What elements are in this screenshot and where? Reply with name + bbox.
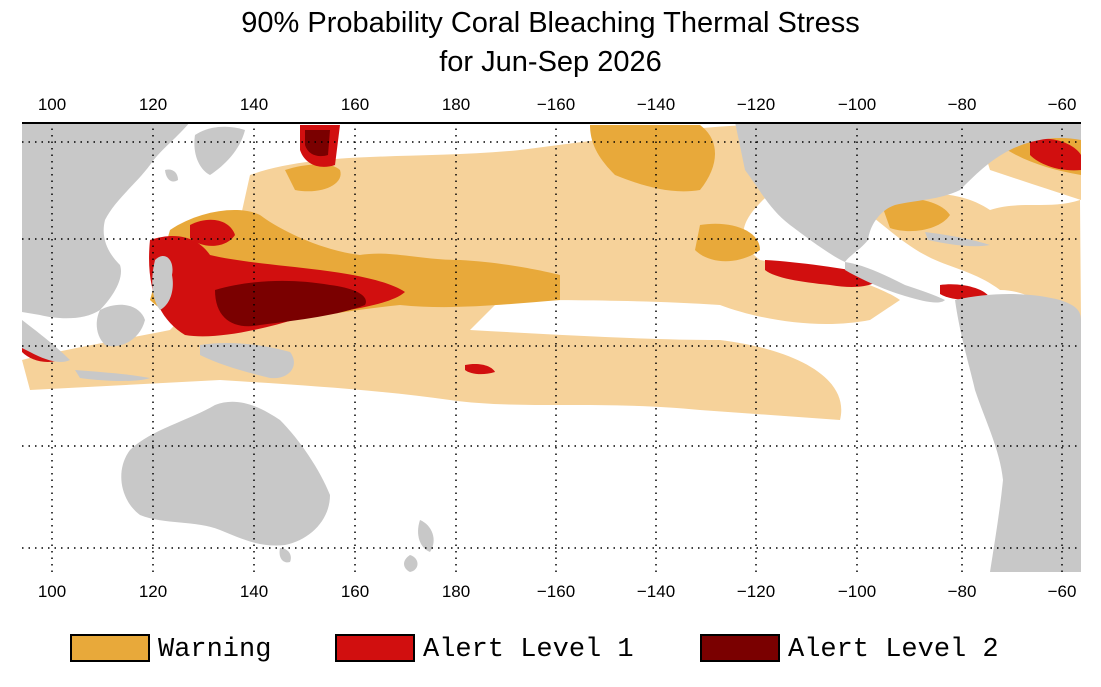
top-longitude-label: 140	[239, 95, 269, 114]
top-longitude-label: 180	[441, 95, 471, 114]
legend-label-warning: Warning	[158, 635, 272, 665]
bottom-longitude-label: 160	[340, 582, 370, 601]
bottom-longitude-label: 140	[239, 582, 269, 601]
map-top-border	[22, 122, 1081, 124]
bottom-longitude-label: −80	[947, 582, 977, 601]
legend-swatch-warning	[70, 634, 150, 662]
top-longitude-label: −80	[947, 95, 977, 114]
legend-label-alert-level-2: Alert Level 2	[788, 635, 999, 665]
top-longitude-label: −100	[837, 95, 877, 114]
bottom-longitude-label: 120	[138, 582, 168, 601]
legend-label-alert-level-1: Alert Level 1	[423, 635, 634, 665]
bottom-longitude-label: 180	[441, 582, 471, 601]
land-layer	[22, 122, 1081, 572]
map-bottom-border	[22, 572, 1081, 580]
top-longitude-label: 160	[340, 95, 370, 114]
top-longitude-label: 120	[138, 95, 168, 114]
bottom-longitude-label: −100	[837, 582, 877, 601]
bottom-longitude-label: −120	[736, 582, 776, 601]
map-subtitle: for Jun-Sep 2026	[439, 46, 662, 78]
bottom-longitude-label: −160	[536, 582, 576, 601]
map-graticule	[22, 122, 1081, 572]
map-title: 90% Probability Coral Bleaching Thermal …	[241, 7, 860, 39]
top-longitude-label: −120	[736, 95, 776, 114]
legend-swatch-alert-level-1	[335, 634, 415, 662]
legend-swatch-alert-level-2	[700, 634, 780, 662]
top-longitude-label: −160	[536, 95, 576, 114]
bottom-longitude-label: 100	[37, 582, 67, 601]
top-longitude-label: −60	[1047, 95, 1077, 114]
bottom-longitude-label: −140	[636, 582, 676, 601]
bottom-longitude-label: −60	[1047, 582, 1077, 601]
top-longitude-label: −140	[636, 95, 676, 114]
top-longitude-label: 100	[37, 95, 67, 114]
alert-level-2-layer	[215, 130, 366, 327]
